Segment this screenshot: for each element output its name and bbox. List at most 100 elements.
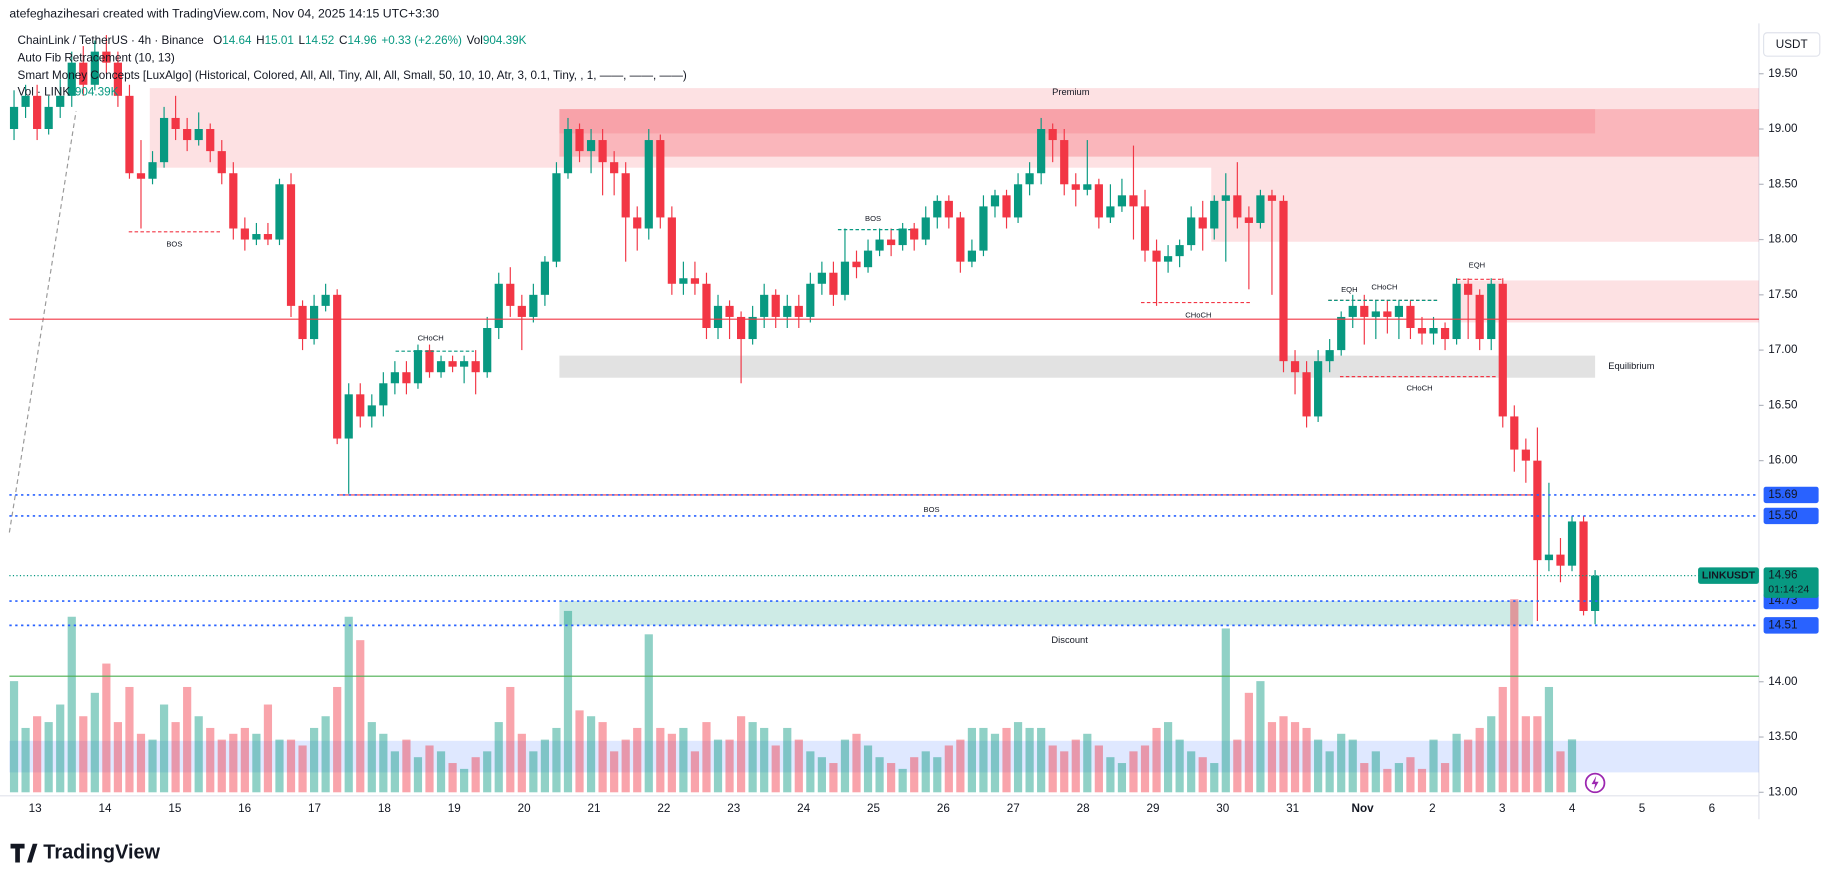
candle-body: [829, 272, 838, 295]
candle-body: [1348, 305, 1357, 317]
y-tick-label: 17.00: [1768, 343, 1798, 356]
candle-body: [771, 294, 780, 317]
x-tick-label: 13: [29, 802, 42, 815]
volume-bar: [1117, 763, 1127, 793]
candle-body: [1233, 195, 1242, 218]
volume-bar: [1210, 763, 1219, 793]
x-tick-label: 4: [1569, 802, 1576, 815]
volume-bar: [633, 727, 642, 793]
candle-body: [1048, 129, 1057, 141]
volume-bar: [1394, 763, 1403, 793]
volume-bar: [540, 739, 550, 793]
volume-bar: [794, 739, 803, 793]
structure-label: CHoCH: [418, 333, 444, 342]
volume-bar: [990, 733, 1000, 793]
volume-bar: [402, 739, 411, 793]
volume-bar: [298, 745, 307, 793]
ohlc-value: 14.52: [305, 34, 334, 47]
candle-body: [748, 316, 757, 340]
volume-bar: [310, 727, 319, 793]
volume-bar: [1060, 751, 1069, 793]
x-tick-label: 21: [588, 802, 601, 815]
volume-bar: [1533, 716, 1542, 793]
volume-bar: [206, 727, 215, 793]
candle-body: [1417, 327, 1427, 334]
volume-bar: [552, 727, 561, 793]
candle-body: [1314, 361, 1323, 417]
volume-bar: [125, 686, 134, 793]
candle-body: [1371, 311, 1380, 317]
volume-bar: [933, 757, 942, 793]
currency-box[interactable]: [1763, 32, 1821, 57]
volume-bar: [771, 745, 780, 793]
x-tick-label: 27: [1007, 802, 1020, 815]
vol-legend-value: 904.39K: [75, 86, 119, 99]
candle-body: [956, 217, 965, 262]
x-tick-label: 5: [1639, 802, 1646, 815]
candle-body: [67, 62, 76, 96]
y-tick-label: 18.50: [1768, 177, 1798, 190]
candle-body: [240, 228, 249, 240]
volume-bar: [679, 727, 688, 793]
candle-body: [44, 106, 53, 130]
vol-value: 904.39K: [483, 34, 527, 47]
candle-body: [344, 394, 353, 439]
candle-body: [471, 361, 480, 373]
volume-bar: [1510, 599, 1519, 793]
candle-body: [1002, 195, 1011, 218]
candle-body: [563, 129, 573, 174]
candle-body: [598, 140, 607, 163]
volume-bar: [1267, 722, 1277, 793]
volume-bar: [448, 763, 457, 793]
volume-bar: [1348, 739, 1357, 793]
candle-body: [1325, 350, 1334, 362]
x-tick-label: 14: [98, 802, 111, 815]
volume-bar: [494, 722, 503, 793]
vol-label: Vol: [467, 34, 483, 47]
volume-bar: [875, 757, 884, 793]
candle-body: [321, 294, 330, 306]
candle-body: [1187, 217, 1196, 246]
volume-bar: [898, 768, 907, 793]
candle-body: [1590, 575, 1600, 611]
x-tick-label: 6: [1709, 802, 1716, 815]
x-tick-label: 16: [238, 802, 251, 815]
candle-body: [113, 62, 123, 96]
candle-body: [863, 250, 873, 268]
x-tick-label: 24: [797, 802, 810, 815]
x-tick-label: 28: [1077, 802, 1090, 815]
candle-body: [725, 305, 734, 317]
candle-body: [840, 261, 850, 295]
zone: [559, 601, 1534, 626]
y-tick-label: 13.00: [1768, 785, 1798, 798]
candle-body: [1510, 416, 1519, 450]
volume-bar: [736, 716, 746, 793]
candle-body: [356, 394, 365, 417]
volume-bar: [517, 733, 526, 793]
candle-body: [1037, 129, 1046, 174]
zone-label: Discount: [1051, 635, 1088, 645]
symbol: ChainLink / TetherUS · 4h · Binance: [18, 34, 204, 47]
volume-bar: [148, 739, 157, 793]
volume-bar: [910, 757, 919, 793]
volume-bar: [1498, 686, 1507, 793]
candle-body: [921, 217, 930, 240]
price-tag: [1763, 486, 1819, 504]
candle-body: [298, 305, 307, 340]
volume-bar: [1152, 727, 1161, 793]
ohlc-value: 14.64: [222, 34, 252, 47]
candle-body: [390, 372, 399, 384]
volume-bar: [33, 716, 42, 793]
volume-bar: [1567, 739, 1577, 793]
candle-body: [979, 206, 988, 251]
candle-body: [633, 217, 642, 229]
candle-body: [552, 173, 561, 262]
candle-body: [1140, 206, 1150, 251]
candle-body: [1071, 184, 1080, 190]
candle-body: [1533, 460, 1542, 561]
ohlc-label: L: [299, 34, 306, 47]
candle-body: [783, 305, 792, 317]
candle-body: [1244, 217, 1253, 223]
candle-body: [263, 234, 273, 240]
candle-body: [1094, 184, 1103, 218]
